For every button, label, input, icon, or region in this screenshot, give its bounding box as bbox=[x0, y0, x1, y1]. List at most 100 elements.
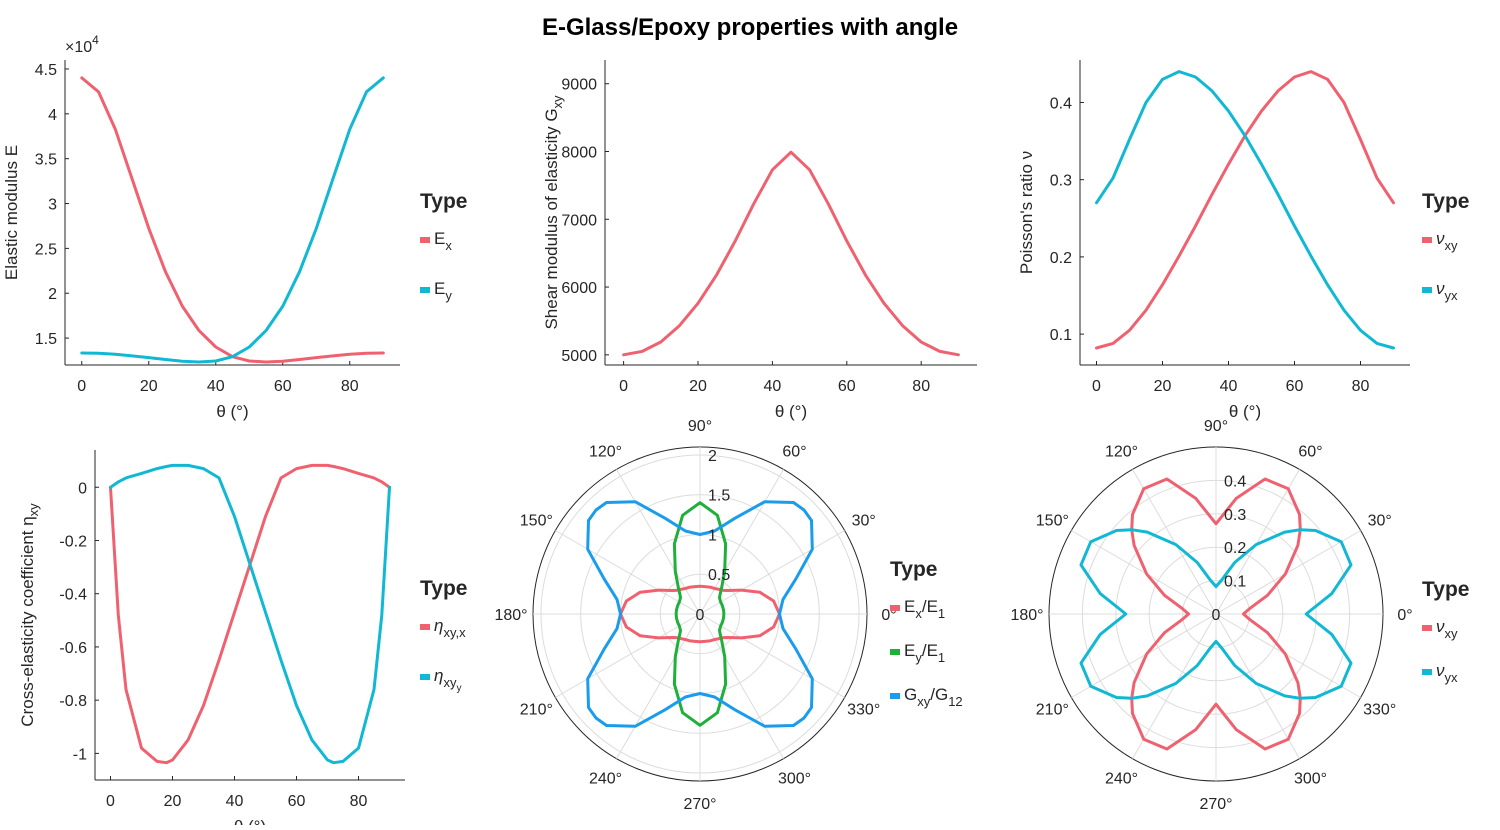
polar-spoke bbox=[699, 530, 845, 615]
y-tick-label: 3 bbox=[48, 197, 57, 214]
chart-polar-poisson: 0° 30° 60° 90° 120° 150° 180° 210° 240° 270° 300° 3… bbox=[1010, 418, 1469, 813]
polar-spoke bbox=[1215, 613, 1361, 698]
y-tick-label: 3.5 bbox=[35, 152, 57, 169]
legend-swatch bbox=[1422, 669, 1432, 675]
polar-spoke bbox=[616, 469, 701, 615]
y-tick-label: 1.5 bbox=[35, 331, 57, 348]
polar-spoke bbox=[555, 613, 701, 698]
polar-radius-label: 0.5 bbox=[708, 567, 730, 584]
polar-spoke bbox=[699, 613, 845, 698]
y-tick-label: -0.4 bbox=[59, 587, 87, 604]
x-tick-label: 80 bbox=[341, 378, 359, 395]
legend-title: Type bbox=[420, 577, 467, 600]
legend-entry: ηxy,x bbox=[434, 616, 466, 640]
polar-angle-label: 150° bbox=[1036, 513, 1069, 530]
polar-angle-label: 300° bbox=[1294, 771, 1327, 788]
x-tick-label: 20 bbox=[1154, 378, 1172, 395]
legend-swatch bbox=[1422, 237, 1432, 243]
y-tick-label: -0.6 bbox=[59, 640, 87, 657]
legend-entry: ηxyy bbox=[434, 666, 461, 694]
y-tick-label: 6000 bbox=[561, 280, 597, 297]
y-tick-label: 2.5 bbox=[35, 241, 57, 258]
x-axis-label: θ (°) bbox=[1229, 402, 1261, 421]
polar-series-red bbox=[1130, 477, 1302, 751]
legend-entry: νxy bbox=[1436, 229, 1458, 253]
chart-cross: 0 20 40 60 80 -1 -0.8 -0.6 -0.4 -0.2 0 θ (°) Cross-e… bbox=[18, 450, 467, 830]
polar-radius-label: 0.3 bbox=[1224, 507, 1246, 524]
legend-entry: Ex bbox=[434, 229, 452, 253]
series-line-yx bbox=[1095, 70, 1395, 350]
polar-radius-label: 0.2 bbox=[1224, 540, 1246, 557]
x-tick-label: 0 bbox=[106, 793, 115, 810]
polar-spoke bbox=[616, 613, 701, 759]
legend-entry: νyx bbox=[1436, 279, 1458, 303]
x-tick-label: 20 bbox=[140, 378, 158, 395]
chart-poisson: 0 20 40 60 80 0.1 0.2 0.3 0.4 θ (°) Poisson's rati… bbox=[1017, 60, 1469, 421]
y-tick-label: 9000 bbox=[561, 77, 597, 94]
x-tick-label: 40 bbox=[226, 793, 244, 810]
x-tick-label: 80 bbox=[912, 378, 930, 395]
x-tick-label: 40 bbox=[207, 378, 225, 395]
series-line-xy bbox=[109, 463, 391, 765]
polar-angle-label: 30° bbox=[1368, 513, 1392, 530]
legend-entry: Gxy/G12 bbox=[904, 685, 963, 709]
polar-radius-label: 0.4 bbox=[1224, 473, 1246, 490]
polar-spoke bbox=[1215, 613, 1300, 759]
polar-angle-label: 210° bbox=[1036, 702, 1069, 719]
polar-spoke bbox=[1071, 530, 1217, 615]
y-tick-label: -1 bbox=[73, 746, 87, 763]
legend-swatch bbox=[1422, 625, 1432, 631]
axis-exponent: ×104 bbox=[65, 33, 99, 56]
polar-angle-label: 180° bbox=[1010, 607, 1043, 624]
x-tick-label: 0 bbox=[77, 378, 86, 395]
y-axis-label: Elastic modulus E bbox=[2, 145, 21, 280]
x-tick-label: 60 bbox=[288, 793, 306, 810]
x-axis-label: θ (°) bbox=[234, 817, 266, 825]
polar-angle-label: 270° bbox=[1199, 796, 1232, 813]
chart-shear: 0 20 40 60 80 5000 6000 7000 8000 9000 θ (°) Shear … bbox=[542, 60, 977, 421]
polar-spoke bbox=[1132, 613, 1217, 759]
figure-title: E-Glass/Epoxy properties with angle bbox=[542, 14, 958, 41]
polar-angle-label: 0° bbox=[881, 607, 896, 624]
polar-angle-label: 120° bbox=[1105, 443, 1138, 460]
polar-angle-label: 270° bbox=[683, 796, 716, 813]
x-tick-label: 60 bbox=[1286, 378, 1304, 395]
x-tick-label: 0 bbox=[619, 378, 628, 395]
polar-radius-label: 0.1 bbox=[1224, 574, 1246, 591]
legend-entry: νyx bbox=[1436, 661, 1458, 685]
y-axis-label: Poisson's ratio ν bbox=[1017, 151, 1036, 274]
polar-angle-label: 240° bbox=[589, 771, 622, 788]
polar-angle-label: 330° bbox=[1363, 702, 1396, 719]
legend-swatch bbox=[420, 674, 430, 680]
y-tick-label: -0.2 bbox=[59, 533, 87, 550]
polar-angle-label: 150° bbox=[520, 513, 553, 530]
x-tick-label: 20 bbox=[164, 793, 182, 810]
x-axis-label: θ (°) bbox=[775, 402, 807, 421]
polar-radius-label: 1.5 bbox=[708, 488, 730, 505]
polar-angle-label: 120° bbox=[589, 443, 622, 460]
y-tick-label: 0 bbox=[78, 480, 87, 497]
legend-swatch bbox=[890, 605, 900, 611]
polar-angle-label: 300° bbox=[778, 771, 811, 788]
legend-title: Type bbox=[1422, 190, 1469, 213]
x-tick-label: 80 bbox=[1352, 378, 1370, 395]
legend-swatch bbox=[1422, 287, 1432, 293]
polar-spoke bbox=[1215, 530, 1361, 615]
legend-title: Type bbox=[420, 190, 467, 213]
polar-spoke bbox=[1132, 469, 1217, 615]
x-axis-label: θ (°) bbox=[216, 402, 248, 421]
polar-series-blue bbox=[586, 500, 814, 728]
polar-angle-label: 210° bbox=[520, 702, 553, 719]
chart-elastic: 0 20 40 60 80 1.5 2 2.5 3 3.5 4 4.5 ×104 θ (°) Elastic… bbox=[2, 33, 467, 421]
y-axis-label: Cross-elasticity coefficient ηxy bbox=[18, 503, 41, 727]
x-tick-label: 60 bbox=[274, 378, 292, 395]
polar-spoke bbox=[699, 613, 784, 759]
polar-radius-label: 2 bbox=[708, 448, 717, 465]
x-tick-label: 40 bbox=[764, 378, 782, 395]
y-tick-label: 0.1 bbox=[1050, 327, 1072, 344]
y-tick-label: 4 bbox=[48, 107, 57, 124]
x-tick-label: 80 bbox=[350, 793, 368, 810]
y-tick-label: 7000 bbox=[561, 212, 597, 229]
